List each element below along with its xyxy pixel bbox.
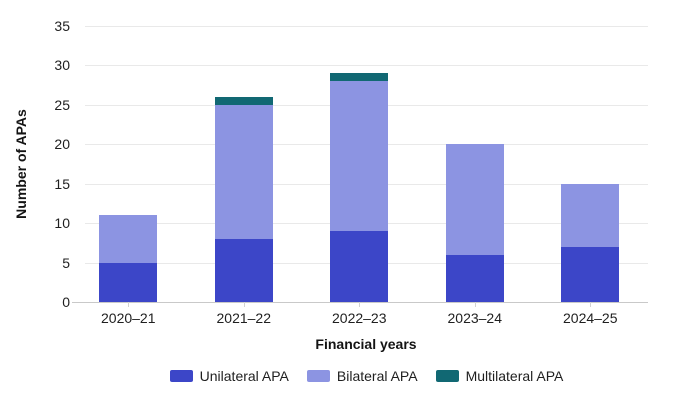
- bar-segment[interactable]: [330, 231, 389, 302]
- x-tick-label: 2024–25: [562, 310, 618, 326]
- bar-segment[interactable]: [445, 144, 504, 255]
- bar-segment[interactable]: [561, 183, 620, 247]
- legend-label: Multilateral APA: [465, 368, 564, 384]
- x-tick-label: 2020–21: [100, 310, 156, 326]
- y-tick-label: 15: [54, 175, 70, 192]
- legend-item[interactable]: Unilateral APA: [169, 368, 289, 384]
- x-tick-mark: [243, 302, 245, 307]
- bar-segment[interactable]: [214, 238, 273, 302]
- bar-segment[interactable]: [445, 254, 504, 302]
- legend-swatch: [435, 370, 459, 382]
- legend-swatch: [306, 370, 330, 382]
- legend: Unilateral APA Bilateral APA Multilateral …: [85, 368, 648, 384]
- bar-segment[interactable]: [330, 81, 389, 232]
- bar-segment[interactable]: [99, 262, 158, 302]
- x-tick-mark: [474, 302, 476, 307]
- x-tick-mark: [359, 302, 361, 307]
- y-tick-label: 5: [62, 254, 70, 271]
- bar-segment[interactable]: [214, 96, 273, 105]
- gridline: [85, 26, 648, 27]
- y-tick-label: 30: [54, 57, 70, 74]
- x-tick-label: 2022–23: [331, 310, 387, 326]
- legend-item[interactable]: Multilateral APA: [435, 368, 564, 384]
- bar-segment[interactable]: [214, 104, 273, 239]
- x-tick-mark: [590, 302, 592, 307]
- legend-label: Bilateral APA: [336, 368, 418, 384]
- y-tick-label: 20: [54, 136, 70, 153]
- bar-segment[interactable]: [99, 215, 158, 263]
- x-tick-label: 2023–24: [447, 310, 503, 326]
- y-axis-title: Number of APAs: [13, 109, 29, 219]
- x-axis-title: Financial years: [315, 336, 417, 352]
- bar-segment[interactable]: [561, 246, 620, 302]
- x-tick-label: 2021–22: [216, 310, 272, 326]
- x-tick-mark: [128, 302, 130, 307]
- legend-swatch: [169, 370, 193, 382]
- legend-item[interactable]: Bilateral APA: [306, 368, 418, 384]
- y-tick-label: 35: [54, 18, 70, 34]
- legend-label: Unilateral APA: [199, 368, 289, 384]
- gridline: [85, 65, 648, 67]
- bar-segment[interactable]: [330, 73, 389, 82]
- y-tick-label: 25: [54, 96, 70, 113]
- y-tick-label: 0: [62, 294, 70, 310]
- y-tick-label: 10: [54, 215, 70, 232]
